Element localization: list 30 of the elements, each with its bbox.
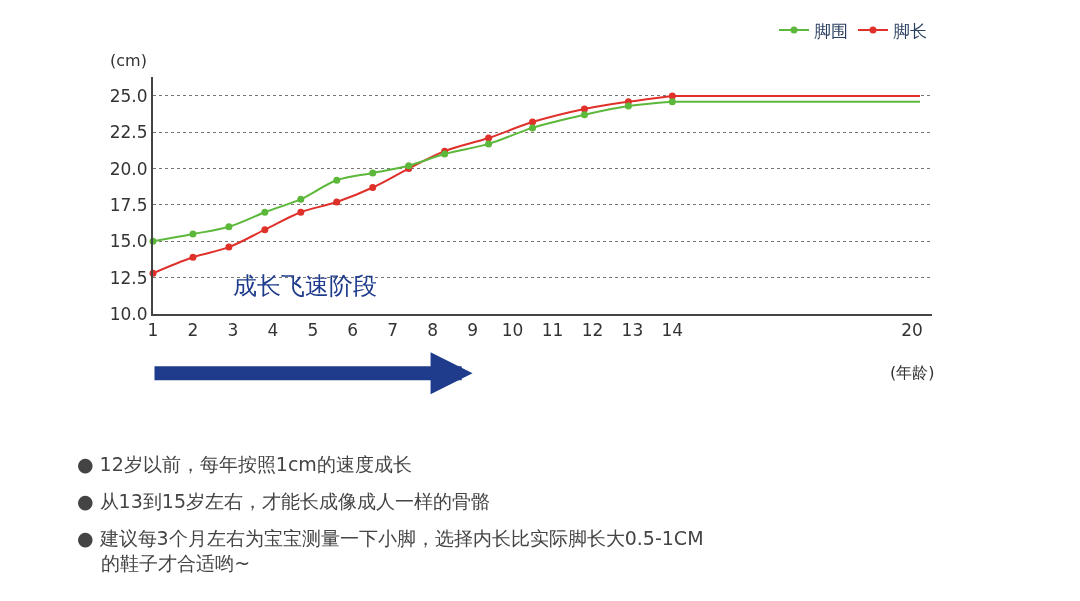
x-tick-label: 3 (227, 320, 239, 341)
y-tick-label: 25.0 (109, 85, 148, 106)
x-tick-label: 14 (661, 320, 684, 341)
text: ● 12岁以前，每年按照1cm的速度成长 (77, 453, 412, 475)
text: ● 建议每3个月左右为宝宝测量一下小脚，选择内长比实际脚长大0.5-1CM 的鞋子才合适哟~ (77, 527, 704, 574)
x-tick-label: 1 (147, 320, 159, 341)
legend-label: 脚围 (814, 20, 848, 41)
x-tick-label: 5 (307, 320, 319, 341)
y-axis-title: (cm) (110, 51, 147, 70)
x-tick-label: 10 (501, 320, 524, 341)
y-tick-label: 10.0 (109, 303, 148, 324)
y-tick-label: 22.5 (109, 122, 148, 143)
y-tick-label: 20.0 (109, 158, 148, 179)
x-tick-label: 12 (581, 320, 604, 341)
annotation: 成长飞速阶段 (233, 272, 377, 300)
x-tick-label: 4 (267, 320, 279, 341)
x-tick-label: 6 (347, 320, 359, 341)
x-tick-label: 7 (387, 320, 399, 341)
y-tick-label: 17.5 (109, 194, 148, 215)
text: ● 从13到15岁左右，才能长成像成人一样的骨骼 (77, 490, 490, 512)
x-tick-label: 2 (187, 320, 199, 341)
y-tick-label: 15.0 (109, 231, 148, 252)
x-tick-label: 9 (467, 320, 478, 341)
x-tick-label: 13 (621, 320, 644, 341)
legend-label: 脚长 (893, 20, 927, 41)
x-tick-label: 20 (901, 320, 923, 341)
y-tick-label: 12.5 (109, 267, 148, 288)
x-tick-label: 8 (427, 320, 439, 341)
x-tick-label: 11 (541, 320, 564, 341)
x-axis-title: (年龄) (890, 363, 935, 382)
